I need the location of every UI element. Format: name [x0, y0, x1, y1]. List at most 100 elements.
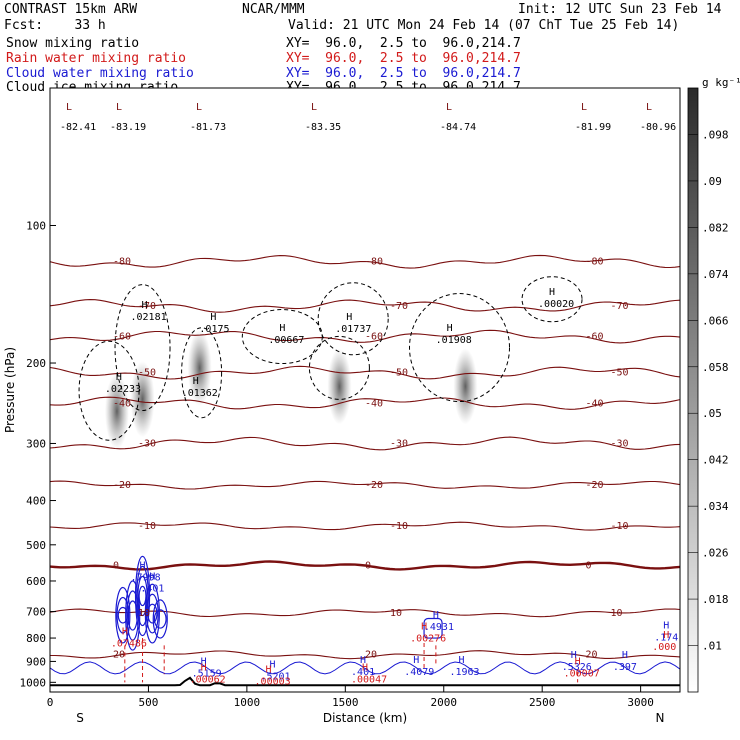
terrain-line [50, 676, 680, 687]
model-title: CONTRAST 15km ARW [4, 2, 138, 17]
temperature-contour-label: 10 [138, 608, 150, 619]
cloud-water-maximum-value: .4931 [424, 622, 454, 633]
cloud-water-contour [423, 617, 443, 639]
ice-maximum-marker: H [447, 323, 453, 334]
temperature-contour-label: 0 [113, 561, 119, 572]
x-tick-label: 1000 [234, 696, 261, 709]
x-tick-label: 2500 [529, 696, 556, 709]
temperature-contours [50, 254, 680, 660]
ice-maximum-marker: H [210, 312, 216, 323]
colorbar-tick-label: .09 [702, 175, 722, 188]
temperature-contour-label: -30 [390, 438, 408, 449]
plot-frame [49, 87, 681, 693]
temperature-contour-label: 0 [365, 561, 371, 572]
ice-maximum-marker: H [549, 287, 555, 298]
cloud-water-maximum-value: .1963 [449, 667, 479, 678]
temperature-contour [50, 480, 680, 490]
y-tick-label: 300 [26, 437, 46, 450]
temperature-minimum-marker: L [446, 102, 452, 113]
cloud-water-maximum-marker: H [433, 610, 439, 621]
colorbar-tick-label: .074 [702, 268, 729, 281]
cloud-water-contour [127, 600, 138, 631]
y-tick-label: 100 [26, 220, 46, 233]
snow-blob [130, 361, 155, 438]
temperature-contour [50, 396, 680, 410]
snow-blob [187, 329, 212, 406]
temperature-minimum-value: -81.99 [575, 122, 611, 133]
rain-water-contours [124, 638, 579, 683]
ice-maximum-value: .02233 [105, 384, 141, 395]
temperature-minimum-value: -83.35 [305, 122, 341, 133]
cloud-water-maximum-marker: H [571, 650, 577, 661]
temperature-minimum-value: -83.19 [110, 122, 146, 133]
field-rain-name: Rain water mixing ratio [6, 51, 187, 66]
rain-maximum-value: .00003 [255, 676, 291, 687]
cloud-water-maximum-value: .174 [654, 632, 678, 643]
y-axis-title: Pressure (hPa) [3, 347, 17, 433]
ice-contour [78, 340, 140, 441]
ice-maximum-marker: H [142, 300, 148, 311]
ice-contour [181, 327, 223, 419]
temperature-contour-label: -50 [390, 368, 408, 379]
temperature-contour-label: -60 [113, 332, 131, 343]
cloud-water-contour [138, 585, 147, 607]
ice-maximum-marker: H [116, 372, 122, 383]
temperature-contour [50, 299, 680, 313]
field-snow-xy: XY= 96.0, 2.5 to 96.0,214.7 [286, 36, 521, 51]
cloud-water-contour [152, 599, 168, 639]
temperature-minimum-marker: L [66, 102, 72, 113]
plot-area [50, 88, 680, 692]
temperature-minimum-marker: L [116, 102, 122, 113]
cloud-water-maximum-marker: H [149, 572, 155, 583]
valid-time: Valid: 21 UTC Mon 24 Feb 14 (07 ChT Tue … [288, 18, 680, 33]
temperature-contour-label: -10 [390, 521, 408, 532]
colorbar-tick-label: .01 [702, 640, 722, 653]
cloud-water-contours [50, 555, 680, 675]
colorbar-tick-label: .05 [702, 407, 722, 420]
temperature-contour [50, 436, 680, 451]
cloud-water-maximum-marker: H [458, 655, 464, 666]
colorbar-tick-label: .026 [702, 547, 729, 560]
temperature-contour [50, 560, 680, 571]
rain-maximum-marker: H [362, 662, 368, 673]
temperature-contour-label: -50 [138, 368, 156, 379]
rain-maximum-value: .000 [652, 642, 676, 653]
ice-maximum-marker: H [193, 376, 199, 387]
field-rain-xy: XY= 96.0, 2.5 to 96.0,214.7 [286, 51, 521, 66]
rain-maximum-value: .00062 [190, 674, 226, 685]
temperature-contour-label: -50 [611, 368, 629, 379]
temperature-contour-label: -30 [138, 438, 156, 449]
field-snow-name: Snow mixing ratio [6, 36, 140, 51]
rain-maximum-value: .00007 [564, 668, 600, 679]
y-tick-label: 700 [26, 606, 46, 619]
rain-maximum-marker: H [575, 656, 581, 667]
temperature-contour-label: -70 [611, 301, 629, 312]
x-tick-label: 3000 [627, 696, 654, 709]
cloud-water-maximum-marker: H [663, 620, 669, 631]
field-cloud-water-name: Cloud water mixing ratio [6, 66, 194, 81]
colorbar-tick-label: .058 [702, 361, 729, 374]
cloud-water-maximum-marker: H [269, 659, 275, 670]
cloud-water-contour [115, 586, 131, 644]
colorbar-tick-label: .042 [702, 454, 729, 467]
y-tick-label: 1000 [20, 676, 47, 689]
x-axis-end-direction: N [656, 711, 665, 725]
cloud-water-maximum-marker: H [360, 655, 366, 666]
cloud-water-maximum-value: .5326 [562, 662, 592, 673]
temperature-contour-label: -80 [365, 257, 383, 268]
center-label: NCAR/MMM [242, 2, 305, 17]
rain-maximum-marker: H [122, 626, 128, 637]
ice-contour [409, 293, 510, 403]
ice-maximum-value: .00020 [538, 299, 574, 310]
colorbar-tick-label: .018 [702, 593, 729, 606]
temperature-contour-label: -70 [390, 301, 408, 312]
chart-axes: 0 500 1000 1500 2000 2500 30001002003004005006… [3, 87, 681, 725]
temperature-contour-label: 20 [586, 650, 598, 661]
temperature-contour-label: 10 [611, 608, 623, 619]
temperature-contour [50, 608, 680, 618]
temperature-contour-label: -20 [586, 480, 604, 491]
temperature-contour-label: -60 [365, 332, 383, 343]
ice-contour [308, 335, 370, 400]
rain-maximum-value: .00047 [351, 674, 387, 685]
cloud-water-maximum-value: .5159 [192, 668, 222, 679]
